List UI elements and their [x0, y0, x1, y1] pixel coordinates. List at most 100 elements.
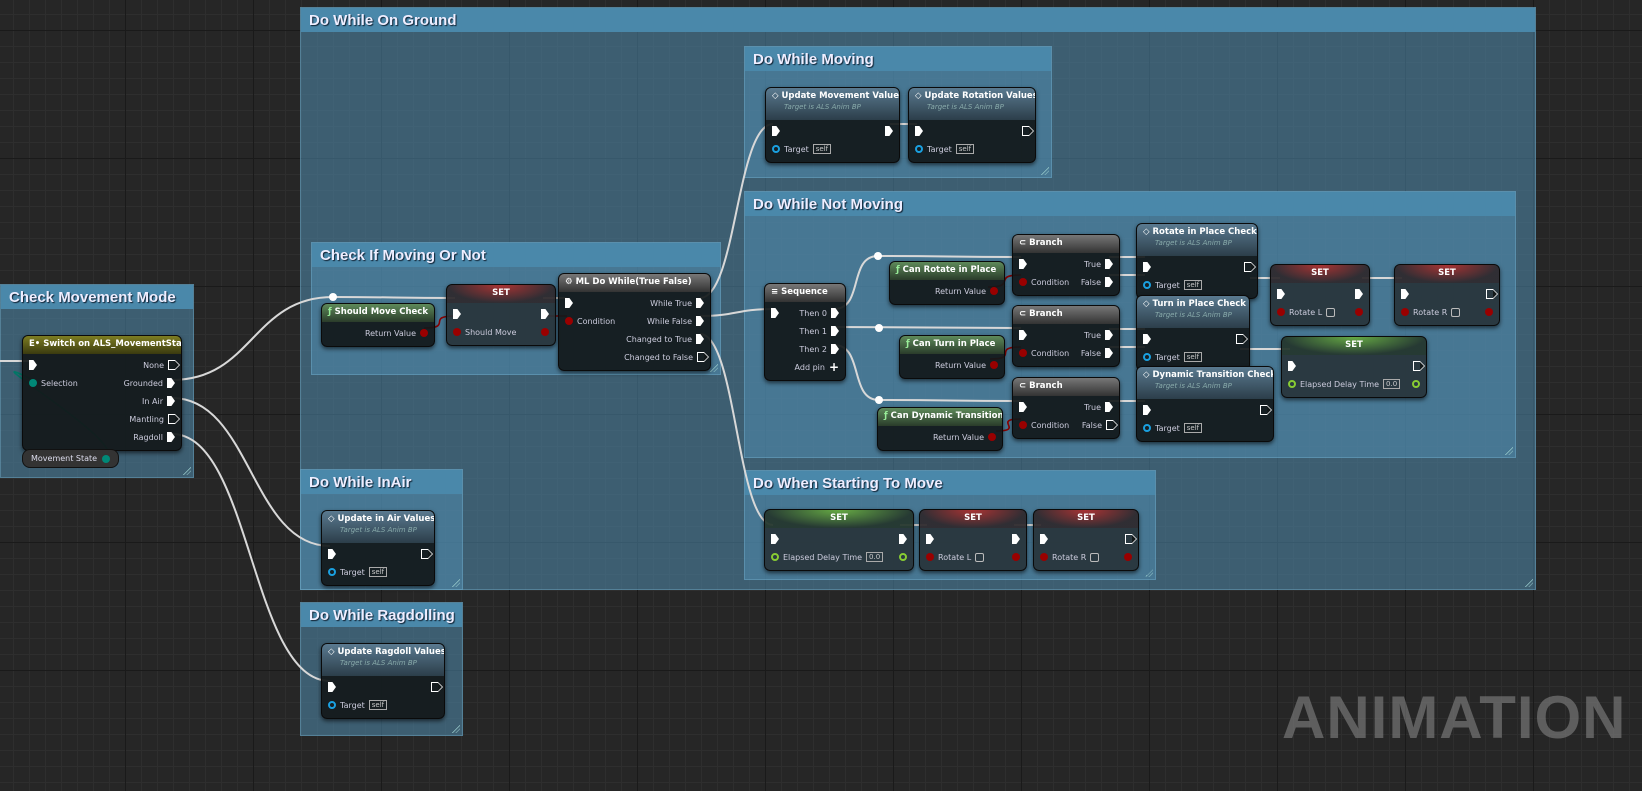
float-pin-icon[interactable] — [899, 553, 907, 561]
exec-pin-icon[interactable] — [1105, 330, 1113, 340]
bool-pin-icon[interactable] — [1124, 553, 1132, 561]
pin-default-value[interactable]: self — [368, 567, 388, 577]
node-updair[interactable]: ◇ Update in Air Values Target is ALS Anim… — [321, 510, 435, 586]
input-pin[interactable]: Target self — [915, 144, 975, 154]
node-header[interactable]: ⊂ Branch — [1013, 378, 1119, 396]
exec-pin-icon[interactable] — [565, 298, 573, 308]
output-pin[interactable] — [1413, 361, 1425, 371]
node-setdelay2[interactable]: SET Elapsed Delay Time 0.0 — [764, 509, 914, 571]
object-pin-icon[interactable] — [772, 145, 780, 153]
node-candyn[interactable]: ƒ Can Dynamic Transition Return Value — [877, 407, 1003, 451]
node-header[interactable]: SET — [447, 285, 555, 303]
pin-default-value[interactable]: self — [1183, 280, 1203, 290]
bool-pin-icon[interactable] — [453, 328, 461, 336]
object-pin-icon[interactable] — [915, 145, 923, 153]
input-pin[interactable] — [1277, 289, 1285, 299]
checkbox[interactable] — [975, 552, 985, 562]
node-header[interactable]: ◇ Update Movement Values Target is ALS An… — [766, 88, 899, 120]
node-branch1[interactable]: ⊂ Branch True Condition False — [1012, 234, 1120, 296]
output-pin[interactable] — [1355, 289, 1363, 299]
comment-title[interactable]: Check If Moving Or Not — [312, 243, 720, 267]
input-pin[interactable]: Should Move — [453, 328, 516, 337]
output-pin[interactable]: Then 0 — [799, 308, 839, 318]
node-setrl2[interactable]: SET Rotate L — [919, 509, 1027, 571]
exec-pin-icon[interactable] — [831, 308, 839, 318]
input-pin[interactable] — [771, 308, 779, 318]
output-pin[interactable]: None — [143, 360, 180, 370]
movement-state-getter-node[interactable]: Movement State — [22, 449, 120, 468]
input-pin[interactable] — [926, 534, 934, 544]
exec-pin-icon[interactable] — [1040, 534, 1048, 544]
pin-default-value[interactable]: self — [1183, 352, 1203, 362]
object-pin-icon[interactable] — [1143, 281, 1151, 289]
output-pin[interactable] — [1125, 534, 1137, 544]
bool-pin-icon[interactable] — [1485, 308, 1493, 316]
comment-title[interactable]: Do While Moving — [745, 47, 1051, 71]
node-branch2[interactable]: ⊂ Branch True Condition False — [1012, 305, 1120, 367]
exec-pin-unconnected-icon[interactable] — [1125, 534, 1137, 544]
exec-pin-unconnected-icon[interactable] — [1236, 334, 1248, 344]
output-pin[interactable] — [1355, 308, 1363, 316]
exec-pin-icon[interactable] — [167, 378, 175, 388]
node-updrot[interactable]: ◇ Update Rotation Values Target is ALS An… — [908, 87, 1036, 163]
input-pin[interactable]: Target self — [772, 144, 832, 154]
bool-pin-icon[interactable] — [1277, 308, 1285, 316]
input-pin[interactable] — [1019, 402, 1027, 412]
node-header[interactable]: SET — [920, 510, 1026, 528]
output-pin[interactable] — [431, 682, 443, 692]
node-setrr1[interactable]: SET Rotate R — [1394, 264, 1500, 326]
input-pin[interactable] — [328, 682, 336, 692]
float-pin-icon[interactable] — [1288, 380, 1296, 388]
exec-pin-icon[interactable] — [926, 534, 934, 544]
node-header[interactable]: ◇ Update Ragdoll Values Target is ALS Ani… — [322, 644, 444, 676]
output-pin[interactable] — [1485, 308, 1493, 316]
input-pin[interactable] — [1143, 262, 1151, 272]
object-pin-icon[interactable] — [328, 701, 336, 709]
node-header[interactable]: ≡ Sequence — [765, 284, 845, 302]
checkbox[interactable] — [1326, 307, 1336, 317]
exec-pin-unconnected-icon[interactable] — [1244, 262, 1256, 272]
node-setrl1[interactable]: SET Rotate L — [1270, 264, 1370, 326]
input-pin[interactable]: Rotate R — [1040, 552, 1100, 562]
node-sequence[interactable]: ≡ Sequence Then 0 Then 1 Then 2 Add pin + — [764, 283, 846, 381]
exec-pin-icon[interactable] — [541, 309, 549, 319]
comment-title[interactable]: Check Movement Mode — [1, 285, 193, 309]
output-pin[interactable] — [1124, 553, 1132, 561]
exec-pin-unconnected-icon[interactable] — [697, 352, 709, 362]
exec-pin-icon[interactable] — [831, 326, 839, 336]
input-pin[interactable] — [915, 126, 923, 136]
exec-pin-icon[interactable] — [1355, 289, 1363, 299]
exec-pin-icon[interactable] — [167, 396, 175, 406]
enum-pin-icon[interactable] — [29, 379, 37, 387]
output-pin[interactable] — [1012, 553, 1020, 561]
enum-pin-icon[interactable] — [102, 454, 111, 463]
node-dyncheck[interactable]: ◇ Dynamic Transition Check Target is ALS … — [1136, 366, 1274, 442]
node-header[interactable]: ◇ Update Rotation Values Target is ALS An… — [909, 88, 1035, 120]
exec-pin-icon[interactable] — [328, 682, 336, 692]
exec-pin-icon[interactable] — [772, 126, 780, 136]
output-pin[interactable]: True — [1084, 259, 1113, 269]
output-pin[interactable] — [541, 309, 549, 319]
exec-pin-icon[interactable] — [696, 298, 704, 308]
output-pin[interactable] — [885, 126, 893, 136]
output-pin[interactable] — [1486, 289, 1498, 299]
output-pin[interactable] — [1022, 126, 1034, 136]
exec-pin-icon[interactable] — [1105, 259, 1113, 269]
exec-pin-icon[interactable] — [1401, 289, 1409, 299]
pin-default-value[interactable]: 0.0 — [1383, 379, 1401, 389]
exec-pin-icon[interactable] — [1105, 348, 1113, 358]
node-switch[interactable]: E• Switch on ALS_MovementState None Select… — [22, 335, 182, 451]
output-pin[interactable]: True — [1084, 330, 1113, 340]
input-pin[interactable]: Rotate L — [926, 552, 985, 562]
node-header[interactable]: SET — [1271, 265, 1369, 283]
exec-pin-icon[interactable] — [696, 316, 704, 326]
object-pin-icon[interactable] — [1143, 353, 1151, 361]
node-header[interactable]: E• Switch on ALS_MovementState — [23, 336, 181, 354]
exec-pin-icon[interactable] — [1105, 402, 1113, 412]
exec-pin-unconnected-icon[interactable] — [1486, 289, 1498, 299]
bool-pin-icon[interactable] — [1019, 349, 1027, 357]
bool-pin-icon[interactable] — [990, 287, 998, 295]
output-pin[interactable]: True — [1084, 402, 1113, 412]
exec-pin-unconnected-icon[interactable] — [1260, 405, 1272, 415]
exec-pin-icon[interactable] — [1143, 262, 1151, 272]
